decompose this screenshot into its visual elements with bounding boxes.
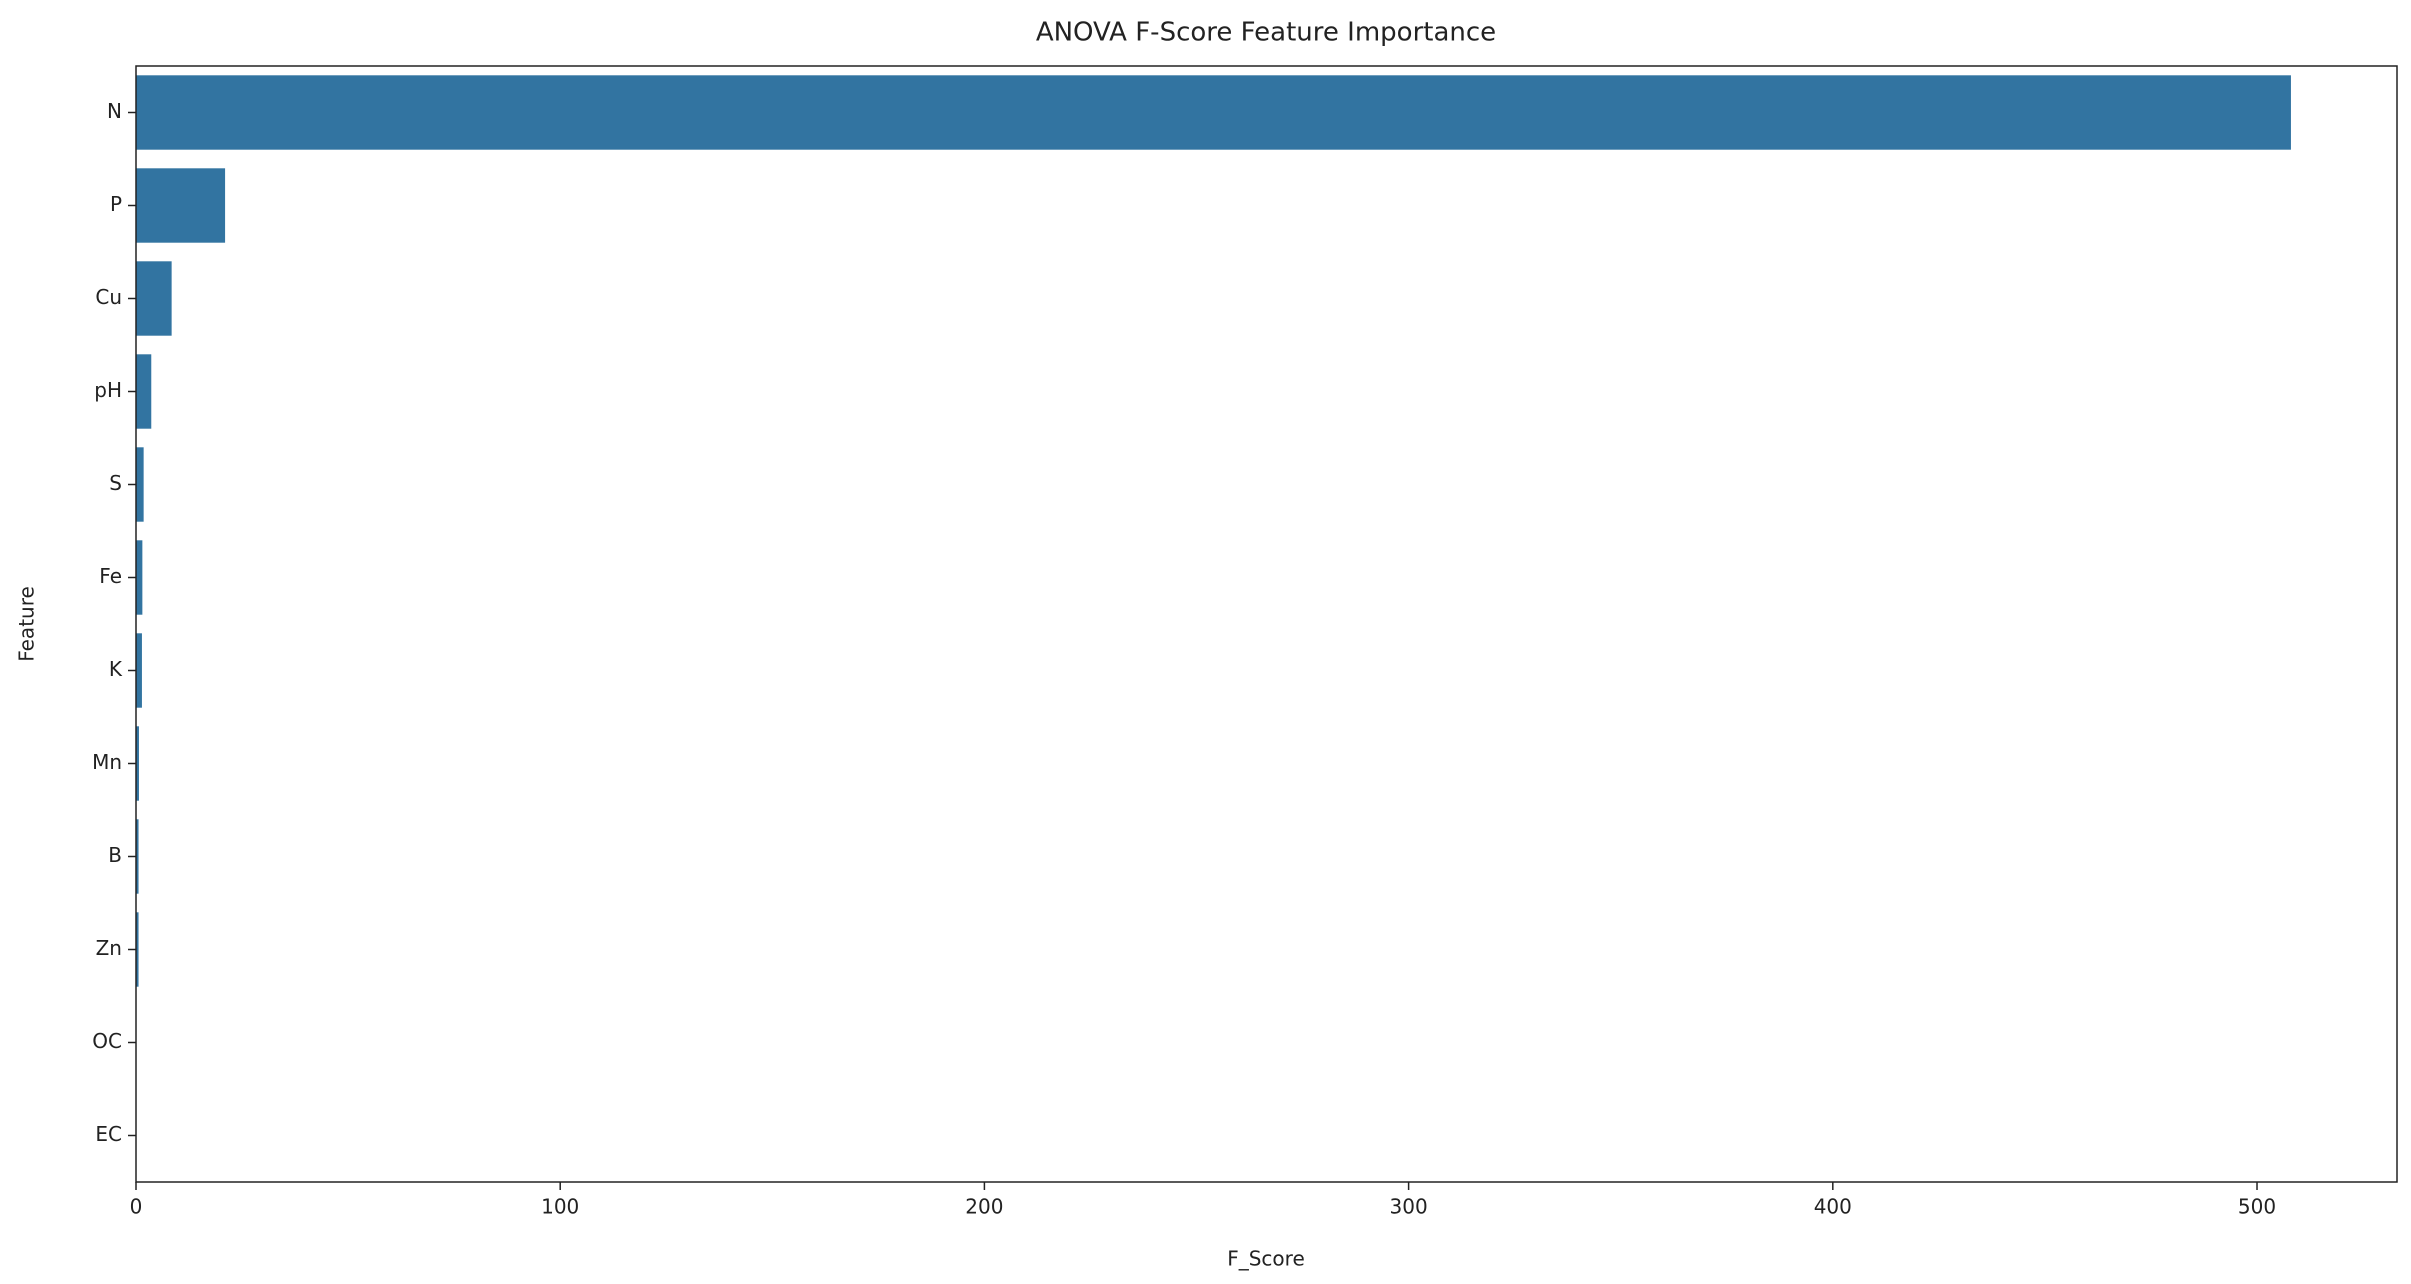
y-tick-label: OC: [92, 1029, 122, 1053]
y-tick-label: N: [107, 99, 122, 123]
x-tick-label: 200: [965, 1195, 1003, 1219]
x-tick-label: 0: [130, 1195, 143, 1219]
x-tick-label: 500: [2238, 1195, 2276, 1219]
bar: [136, 168, 226, 243]
y-tick-label: K: [109, 657, 123, 681]
y-tick-label: B: [108, 843, 122, 867]
y-tick-label: Mn: [92, 750, 122, 774]
bar: [136, 540, 143, 615]
bar: [136, 912, 139, 987]
y-axis-label: Feature: [15, 586, 39, 662]
y-tick-label: pH: [94, 378, 122, 402]
y-tick-label: Fe: [99, 564, 122, 588]
y-tick-label: Zn: [96, 936, 122, 960]
y-tick-label: EC: [95, 1122, 122, 1146]
bar: [136, 75, 2291, 150]
x-tick-label: 100: [541, 1195, 579, 1219]
bar: [136, 447, 144, 522]
bar: [136, 354, 152, 429]
bar: [136, 633, 142, 708]
x-tick-label: 400: [1814, 1195, 1852, 1219]
x-tick-label: 300: [1390, 1195, 1428, 1219]
x-axis-label: F_Score: [1227, 1247, 1305, 1271]
y-tick-label: S: [109, 471, 122, 495]
y-tick-label: P: [110, 192, 122, 216]
y-tick-label: Cu: [95, 285, 122, 309]
chart-title: ANOVA F-Score Feature Importance: [1036, 18, 1496, 48]
plot-frame: [135, 65, 2398, 1183]
bar: [136, 726, 139, 801]
bar: [136, 819, 139, 894]
bar: [136, 261, 172, 336]
